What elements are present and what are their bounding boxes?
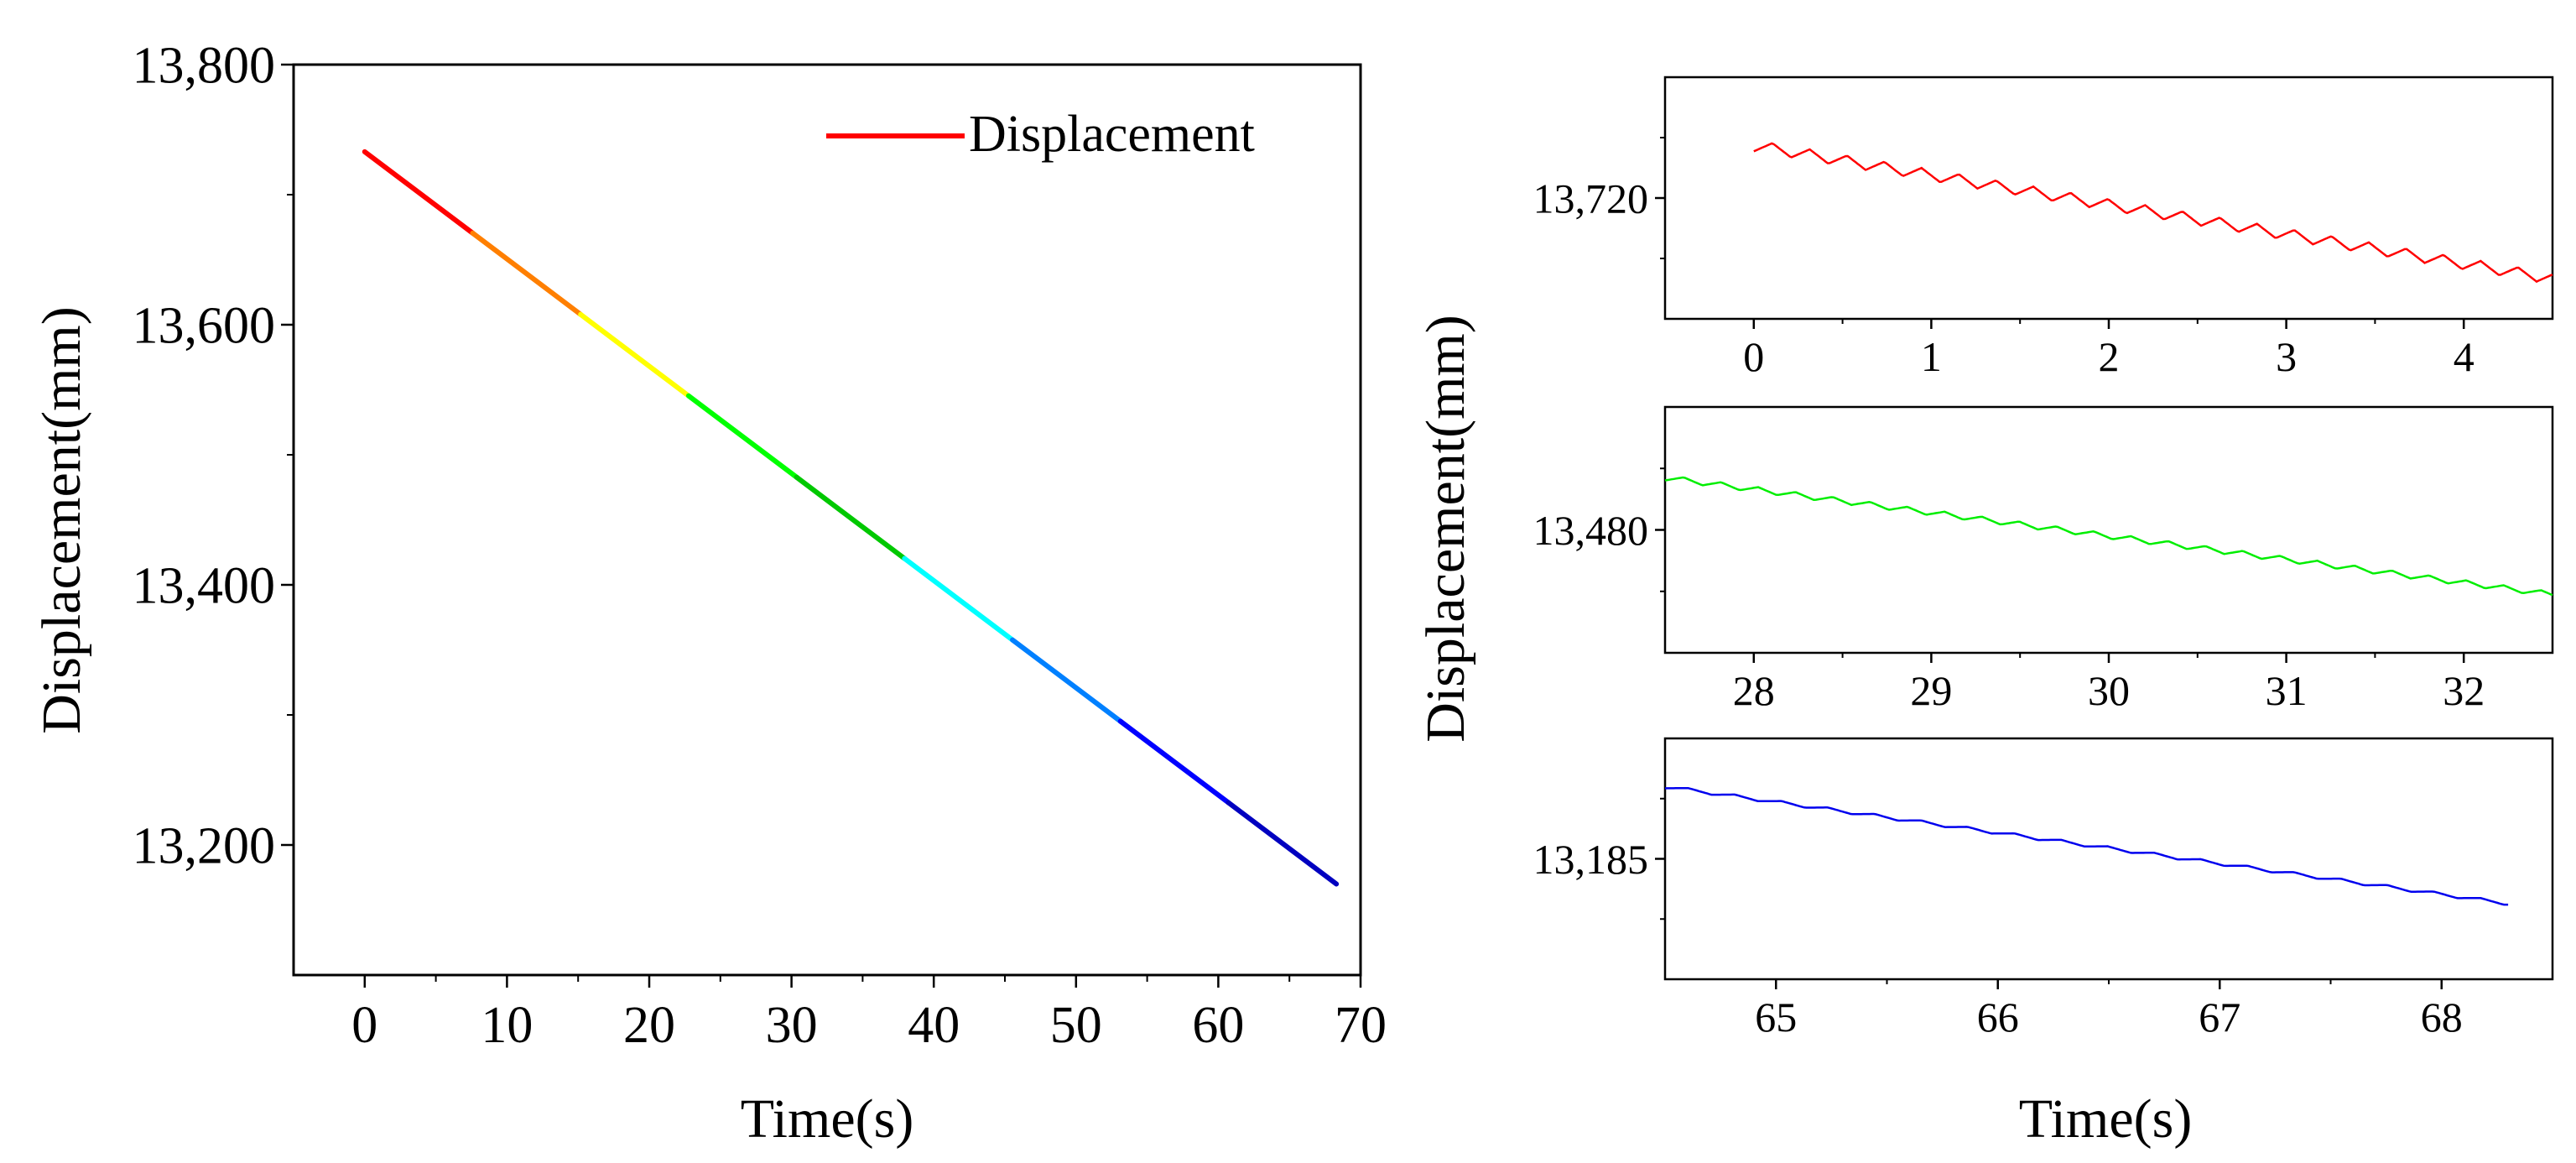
series-segment (902, 555, 1016, 643)
y-tick-label: 13,600 (133, 298, 276, 355)
y-tick-label: 13,480 (1533, 507, 1649, 554)
y-tick-label: 13,200 (133, 818, 276, 875)
main-series-line (362, 149, 1340, 887)
x-tick-label: 3 (2276, 333, 2297, 380)
y-tick-label: 13,720 (1533, 175, 1649, 222)
series-line (1753, 142, 2553, 284)
x-tick-label: 20 (623, 997, 675, 1054)
x-tick-label: 70 (1335, 997, 1387, 1054)
zoom-top-ticks: 0 1 2 3 4 13,720 (1533, 137, 2475, 380)
x-tick-label: 65 (1755, 994, 1797, 1040)
right-x-axis-label: Time(s) (2019, 1088, 2193, 1150)
zoom-middle-frame (1663, 405, 2554, 655)
zoom-bottom-ticks: 65 66 67 68 13,185 (1533, 797, 2463, 1040)
y-tick-label: 13,800 (133, 38, 276, 95)
x-tick-label: 67 (2199, 994, 2240, 1040)
series-segment (1117, 718, 1231, 806)
x-tick-label: 40 (908, 997, 960, 1054)
series-segment (1226, 800, 1340, 887)
x-tick-label: 2 (2099, 333, 2120, 380)
main-chart: 0 10 20 30 40 50 60 7013,20013,40013,60013,800 … (31, 38, 1387, 1150)
zoom-top-series-line (1753, 142, 2553, 284)
zoom-bottom-frame (1663, 737, 2554, 981)
x-tick-label: 50 (1050, 997, 1102, 1054)
series-segment (794, 474, 908, 561)
series-segment (362, 149, 476, 236)
x-tick-label: 29 (1910, 667, 1952, 714)
x-tick-label: 10 (481, 997, 533, 1054)
x-tick-label: 28 (1733, 667, 1775, 714)
series-segment (470, 230, 584, 317)
legend-label: Displacement (969, 106, 1255, 163)
x-tick-label: 0 (1743, 333, 1764, 380)
main-ticks: 0 10 20 30 40 50 60 70 13,200 13,400 13,600 13,800 (133, 38, 1387, 1054)
x-tick-label: 30 (766, 997, 818, 1054)
zoom-middle-ticks: 28 29 30 31 32 13,480 (1533, 467, 2485, 714)
x-tick-label: 4 (2454, 333, 2475, 380)
x-tick-label: 66 (1977, 994, 2019, 1040)
main-y-axis-label: Displacement(mm) (31, 306, 92, 734)
zoom-bottom-series-line (1664, 786, 2509, 906)
right-y-axis-label: Displacement(mm) (1415, 315, 1476, 743)
series-line (1664, 476, 2553, 597)
series-segment (685, 393, 799, 480)
series-segment (1010, 637, 1123, 724)
x-tick-label: 1 (1921, 333, 1942, 380)
x-tick-label: 60 (1192, 997, 1244, 1054)
x-tick-label: 68 (2421, 994, 2463, 1040)
series-segment (578, 311, 691, 399)
zoom-top-frame (1663, 76, 2554, 321)
x-tick-label: 31 (2266, 667, 2308, 714)
main-x-axis-label: Time(s) (741, 1088, 914, 1150)
y-tick-label: 13,185 (1533, 836, 1649, 883)
zoom-panel-middle: 28 29 30 31 32 13,480 (1533, 405, 2554, 714)
x-tick-label: 0 (351, 997, 377, 1054)
x-tick-label: 30 (2088, 667, 2130, 714)
main-legend: Displacement (826, 106, 1255, 163)
zoom-panel-bottom: 65 66 67 68 13,185 (1533, 737, 2554, 1040)
x-tick-label: 32 (2443, 667, 2485, 714)
series-line (1664, 786, 2509, 906)
zoom-panel-top: 0 1 2 3 4 13,720 (1533, 76, 2554, 380)
y-tick-label: 13,400 (133, 558, 276, 615)
zoom-middle-series-line (1664, 476, 2553, 597)
main-plot-frame (292, 63, 1362, 977)
